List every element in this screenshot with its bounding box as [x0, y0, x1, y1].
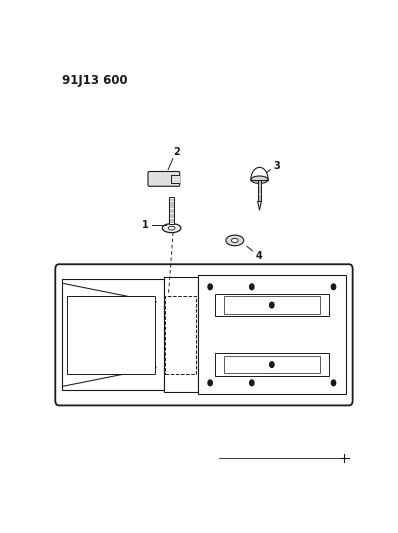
Text: 1: 1 — [142, 220, 149, 230]
Ellipse shape — [251, 176, 268, 183]
Bar — [164, 277, 198, 392]
Bar — [172, 175, 180, 183]
Bar — [224, 296, 320, 314]
Ellipse shape — [231, 238, 238, 243]
Text: 3: 3 — [273, 161, 280, 171]
Bar — [166, 296, 196, 374]
Bar — [224, 356, 320, 374]
Bar — [67, 296, 154, 374]
Bar — [170, 197, 174, 224]
FancyBboxPatch shape — [55, 264, 353, 406]
Circle shape — [270, 302, 274, 308]
Text: 91J13 600: 91J13 600 — [62, 74, 128, 87]
Circle shape — [332, 284, 336, 290]
Circle shape — [250, 284, 254, 290]
Text: 2: 2 — [173, 147, 179, 157]
Text: 4: 4 — [256, 251, 263, 261]
Circle shape — [208, 380, 212, 386]
Circle shape — [270, 362, 274, 367]
Bar — [215, 294, 329, 317]
Circle shape — [332, 380, 336, 386]
Circle shape — [250, 380, 254, 386]
Ellipse shape — [226, 235, 244, 246]
Circle shape — [208, 284, 212, 290]
Bar — [215, 353, 329, 376]
Ellipse shape — [162, 224, 181, 232]
Ellipse shape — [168, 227, 175, 230]
Bar — [198, 276, 346, 394]
Bar — [258, 180, 261, 201]
Bar — [62, 279, 164, 390]
FancyBboxPatch shape — [148, 172, 180, 186]
